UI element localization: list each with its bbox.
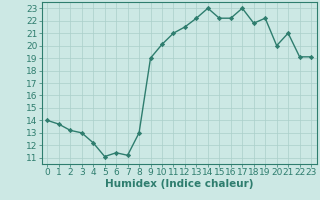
X-axis label: Humidex (Indice chaleur): Humidex (Indice chaleur) xyxy=(105,179,253,189)
